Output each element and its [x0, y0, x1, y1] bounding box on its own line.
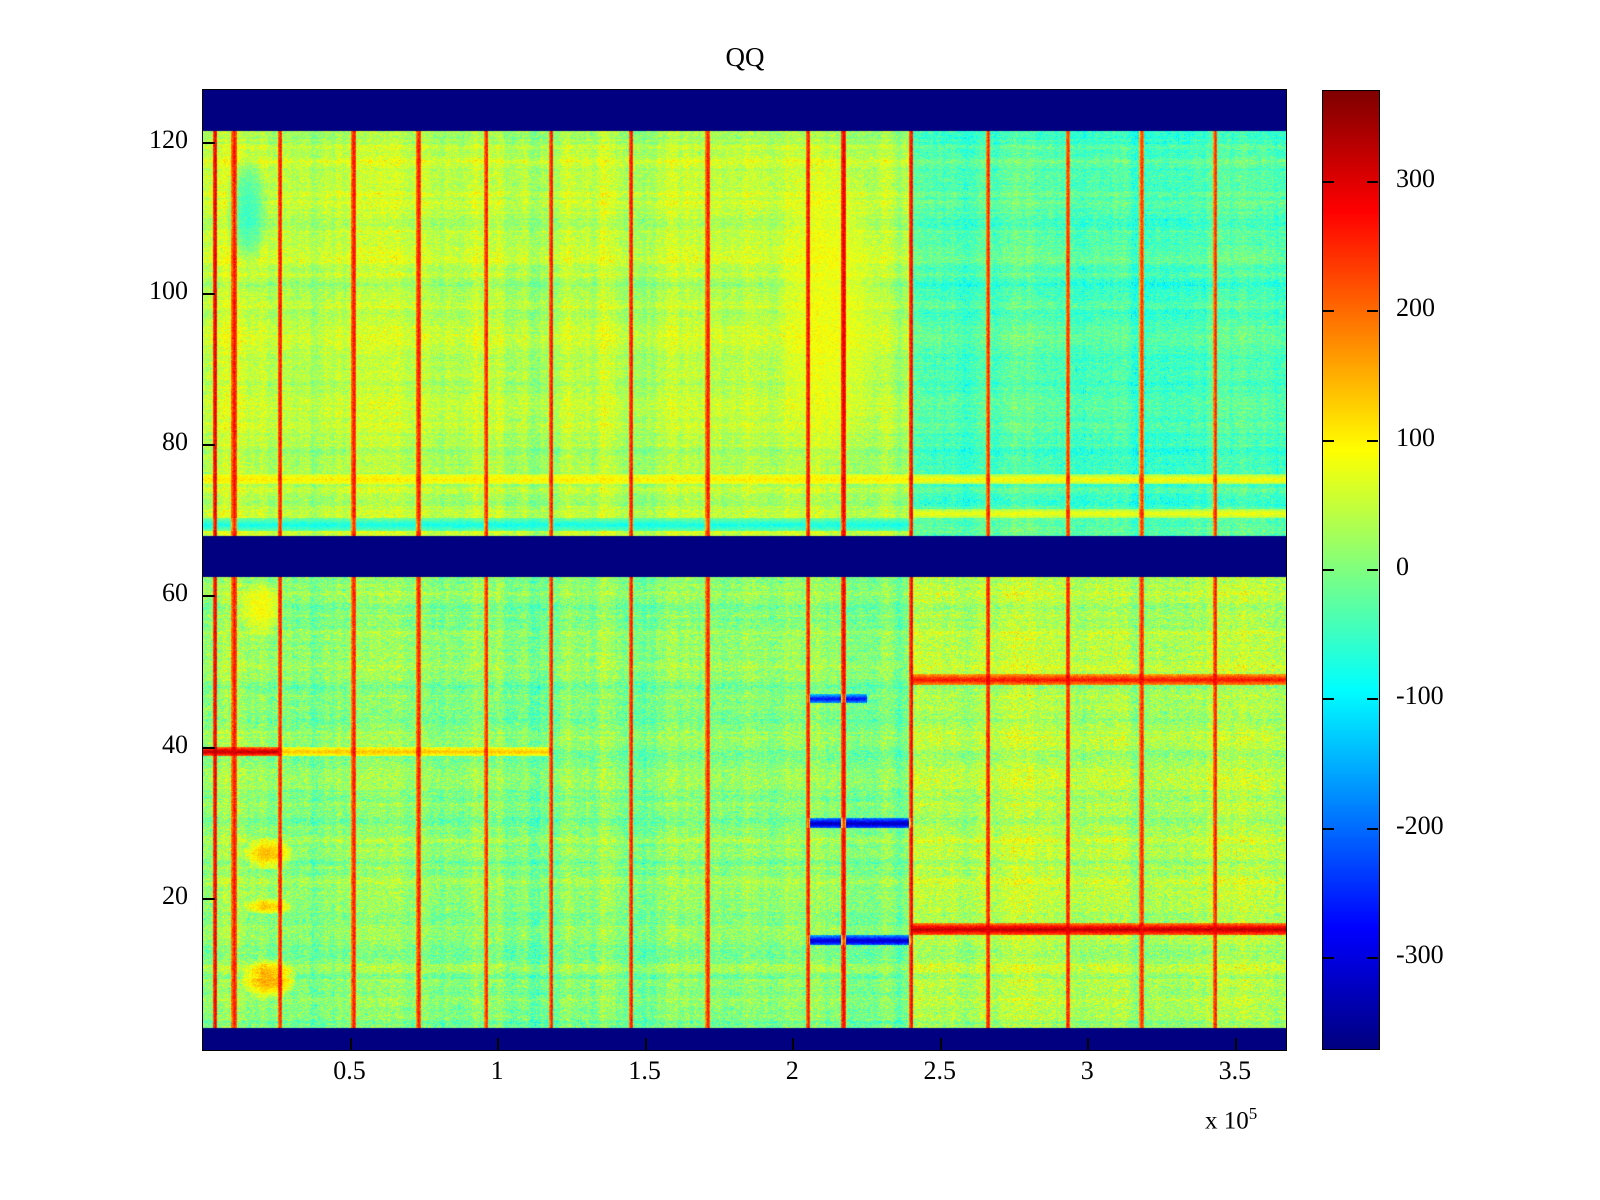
x-axis-tick-mark — [349, 1038, 352, 1050]
x-axis-tick-label: 1 — [490, 1056, 504, 1085]
x-axis-tick-label: 0.5 — [333, 1056, 366, 1085]
y-axis-tick-label: 60 — [162, 578, 188, 608]
y-axis-tick-label: 100 — [149, 276, 188, 306]
colorbar-tick-mark — [1367, 180, 1378, 183]
heatmap-axes — [202, 89, 1287, 1051]
heatmap-canvas — [203, 90, 1286, 1050]
x-axis-tick-mark — [497, 1038, 500, 1050]
y-axis-tick-mark — [203, 746, 215, 749]
y-axis-tick-label: 20 — [162, 880, 188, 910]
colorbar-tick-mark — [1367, 439, 1378, 442]
y-axis-tick-mark — [203, 293, 215, 296]
page-title: QQ — [725, 42, 765, 72]
y-axis-tick-label: 80 — [162, 427, 188, 457]
colorbar-tick-mark — [1323, 698, 1334, 701]
colorbar-tick-mark — [1323, 180, 1334, 183]
x-exponent-base: x 10 — [1205, 1107, 1249, 1135]
x-axis-tick-label: 2.5 — [923, 1056, 956, 1085]
colorbar-tick-label: 300 — [1396, 163, 1435, 193]
x-axis-tick-label: 3 — [1080, 1056, 1094, 1085]
colorbar-tick-mark — [1323, 310, 1334, 313]
colorbar-tick-label: 0 — [1396, 552, 1409, 581]
colorbar-tick-label: -300 — [1396, 940, 1444, 970]
colorbar-tick-mark — [1367, 310, 1378, 313]
x-axis-tick-mark — [792, 1038, 795, 1050]
x-axis-tick-mark — [1087, 1038, 1090, 1050]
colorbar-tick-mark — [1323, 827, 1334, 830]
y-axis-tick-mark — [203, 595, 215, 598]
colorbar-tick-mark — [1323, 957, 1334, 960]
colorbar-tick-mark — [1367, 569, 1378, 571]
x-axis-exponent-label: x 105 — [1205, 1104, 1257, 1135]
y-axis-tick-label: 120 — [149, 124, 188, 154]
colorbar-tick-mark — [1323, 439, 1334, 442]
colorbar-tick-mark — [1323, 569, 1334, 571]
x-axis-tick-mark — [644, 1038, 647, 1050]
colorbar-tick-mark — [1367, 698, 1378, 701]
x-exponent-power: 5 — [1248, 1104, 1258, 1123]
x-axis-tick-label: 3.5 — [1218, 1056, 1252, 1085]
colorbar-tick-mark — [1367, 957, 1378, 960]
y-axis-tick-mark — [203, 897, 215, 900]
colorbar-tick-label: -100 — [1396, 681, 1444, 711]
y-axis-tick-mark — [203, 444, 215, 447]
x-axis-tick-label: 2 — [785, 1056, 799, 1085]
x-axis-tick-mark — [939, 1038, 942, 1050]
x-axis-tick-mark — [1234, 1038, 1237, 1050]
colorbar-tick-label: 200 — [1396, 293, 1435, 323]
y-axis-tick-label: 40 — [162, 729, 188, 759]
colorbar-tick-label: 100 — [1396, 422, 1435, 452]
x-axis-tick-label: 1.5 — [628, 1056, 661, 1085]
colorbar-tick-label: -200 — [1396, 810, 1444, 840]
y-axis-tick-mark — [203, 141, 215, 144]
colorbar-tick-mark — [1367, 827, 1378, 830]
